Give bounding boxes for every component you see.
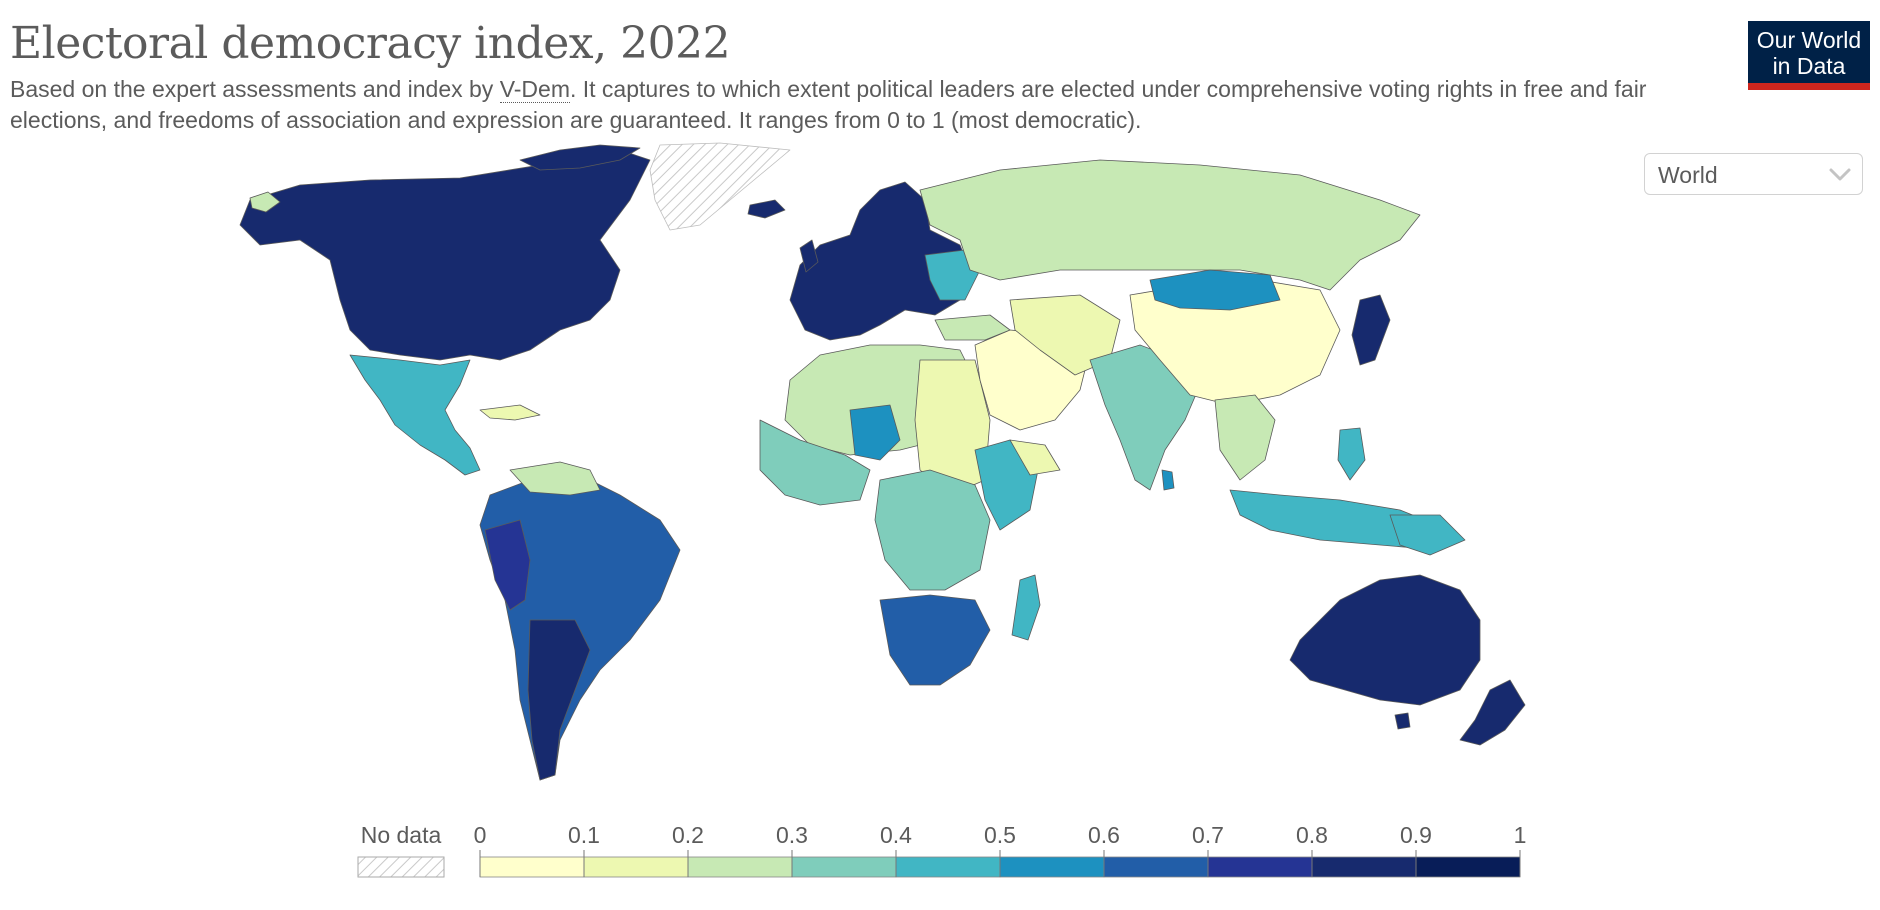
legend-bin-0[interactable] — [479, 856, 585, 878]
region-uk[interactable] — [799, 239, 819, 273]
legend-bin-8[interactable] — [1311, 856, 1417, 878]
region-new-zealand[interactable] — [1459, 679, 1526, 746]
owid-logo[interactable]: Our World in Data — [1748, 21, 1870, 90]
legend-tick-label: 0.7 — [1192, 822, 1224, 848]
region-papua[interactable] — [1389, 514, 1466, 556]
region-russia[interactable] — [919, 159, 1421, 291]
chevron-down-icon — [1829, 168, 1851, 181]
region-northern-south-america[interactable] — [509, 461, 601, 496]
region-mexico-central-america[interactable] — [349, 354, 481, 476]
region-caribbean[interactable] — [479, 404, 541, 421]
region-iceland[interactable] — [747, 199, 786, 219]
legend-tick-label: 0.5 — [984, 822, 1016, 848]
legend-tick-label: 0.3 — [776, 822, 808, 848]
region-selector-value: World — [1658, 162, 1718, 188]
subtitle-text-end: . It captures to which extent political … — [10, 76, 1647, 133]
legend-tick-label: 0.8 — [1296, 822, 1328, 848]
region-west-africa[interactable] — [759, 419, 871, 506]
legend-bin-5[interactable] — [999, 856, 1105, 878]
subtitle-text-start: Based on the expert assessments and inde… — [10, 76, 500, 102]
region-australia[interactable] — [1289, 574, 1481, 706]
region-north-america[interactable] — [239, 149, 651, 361]
legend-tick-label: 0 — [474, 822, 487, 848]
legend-tick-label: 0.1 — [568, 822, 600, 848]
legend-tick-label: 0.6 — [1088, 822, 1120, 848]
region-philippines[interactable] — [1337, 427, 1366, 481]
legend-tick-label: 0.2 — [672, 822, 704, 848]
legend-bin-4[interactable] — [895, 856, 1001, 878]
legend-bin-6[interactable] — [1103, 856, 1209, 878]
world-map — [239, 142, 1526, 781]
region-nigeria[interactable] — [849, 404, 901, 461]
legend-bin-7[interactable] — [1207, 856, 1313, 878]
legend-no-data-swatch[interactable] — [357, 856, 445, 878]
region-southeast-asia[interactable] — [1214, 394, 1276, 481]
region-greenland[interactable] — [649, 142, 791, 231]
chart-title: Electoral democracy index, 2022 — [10, 18, 731, 69]
region-arctic-islands[interactable] — [519, 144, 641, 171]
legend-bin-9[interactable] — [1415, 856, 1521, 878]
region-japan[interactable] — [1351, 294, 1391, 366]
region-selector[interactable]: World — [1644, 153, 1863, 195]
region-alaska-island[interactable] — [249, 191, 281, 213]
region-andes[interactable] — [484, 519, 531, 611]
region-horn-of-africa[interactable] — [1009, 439, 1061, 476]
region-madagascar[interactable] — [1011, 574, 1041, 641]
legend-bin-1[interactable] — [583, 856, 689, 878]
region-tasmania[interactable] — [1394, 712, 1411, 730]
region-south-america[interactable] — [479, 474, 681, 781]
legend-no-data-label: No data — [361, 822, 442, 848]
logo-line-2: in Data — [1772, 53, 1846, 79]
legend-bin-3[interactable] — [791, 856, 897, 878]
region-southern-cone[interactable] — [527, 619, 591, 781]
legend-tick-label: 0.4 — [880, 822, 912, 848]
region-southern-africa[interactable] — [879, 594, 991, 686]
region-turkey[interactable] — [934, 314, 1011, 341]
legend-tick-label: 0.9 — [1400, 822, 1432, 848]
logo-line-1: Our World — [1756, 27, 1862, 53]
legend-tick-label: 1 — [1514, 822, 1527, 848]
chart-subtitle: Based on the expert assessments and inde… — [10, 74, 1690, 136]
region-mongolia[interactable] — [1149, 269, 1281, 311]
vdem-link[interactable]: V-Dem — [499, 76, 570, 103]
region-sri-lanka[interactable] — [1161, 469, 1175, 491]
region-central-africa[interactable] — [874, 469, 991, 591]
legend-bin-2[interactable] — [687, 856, 793, 878]
region-europe[interactable] — [789, 181, 971, 341]
